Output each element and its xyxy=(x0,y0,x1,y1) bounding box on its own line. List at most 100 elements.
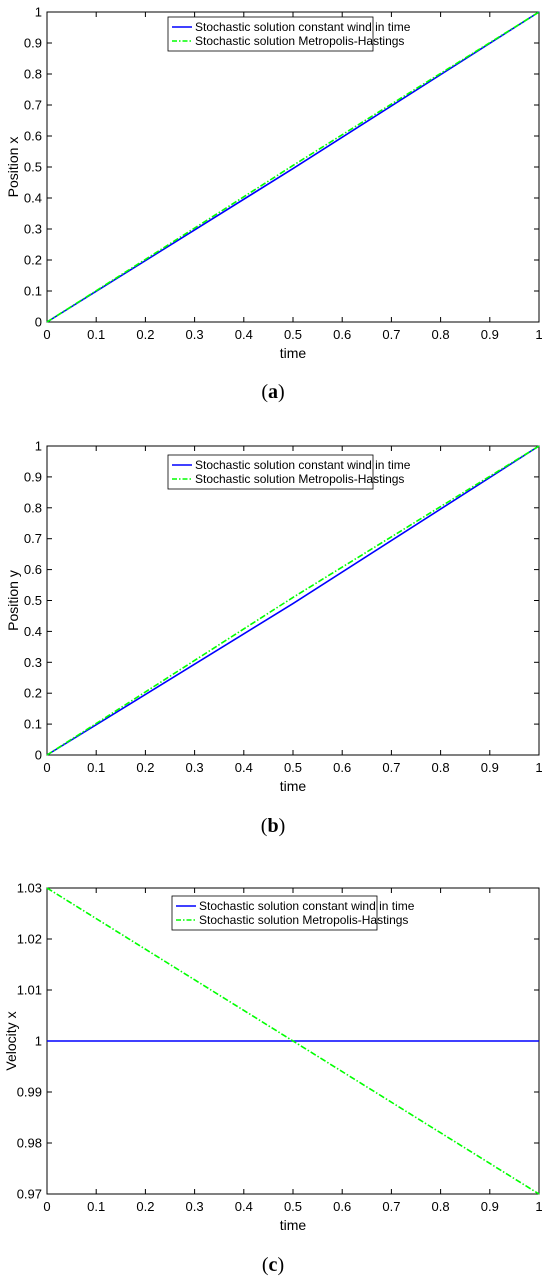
x-tick-label: 0.2 xyxy=(136,327,154,342)
x-tick-label: 0.7 xyxy=(382,760,400,775)
x-tick-label: 0 xyxy=(43,327,50,342)
x-tick-label: 0.6 xyxy=(333,1199,351,1214)
y-tick-label: 0.6 xyxy=(24,562,42,577)
x-tick-label: 0.5 xyxy=(284,760,302,775)
x-tick-label: 1 xyxy=(535,760,542,775)
y-tick-label: 1.01 xyxy=(17,983,42,998)
legend-box xyxy=(167,454,374,490)
y-tick-label: 1 xyxy=(35,5,42,20)
x-tick-label: 0.3 xyxy=(186,327,204,342)
x-tick-label: 0.7 xyxy=(382,1199,400,1214)
series-line-2 xyxy=(46,445,540,756)
x-tick-label: 0.8 xyxy=(432,327,450,342)
y-tick-label: 0.99 xyxy=(17,1085,42,1100)
x-tick-label: 0.7 xyxy=(382,327,400,342)
y-tick-label: 0.3 xyxy=(24,222,42,237)
legend-label-2: Stochastic solution Metropolis-Hastings xyxy=(199,913,408,927)
x-axis-label: time xyxy=(280,1217,307,1233)
x-axis-label: time xyxy=(280,778,307,794)
legend-box xyxy=(167,16,374,52)
y-tick-label: 0.5 xyxy=(24,593,42,608)
y-tick-label: 1.02 xyxy=(17,932,42,947)
legend-label-1: Stochastic solution constant wind in tim… xyxy=(195,458,411,472)
chart-panel-3: 0 0.1 0.2 0.3 0.4 0.5 0.6 0.7 0.8 0.9 1 0.97 0.98 0.9… xyxy=(3,881,543,1277)
x-tick-label: 1 xyxy=(535,1199,542,1214)
caption-open-paren: ( xyxy=(261,815,268,837)
x-tick-label: 0.5 xyxy=(284,327,302,342)
caption-close-paren: ) xyxy=(278,381,285,403)
y-tick-label: 0.4 xyxy=(24,624,42,639)
x-tick-label: 0.9 xyxy=(481,327,499,342)
x-tick-label: 0.3 xyxy=(186,760,204,775)
x-tick-label: 0.1 xyxy=(87,760,105,775)
y-tick-label: 0.4 xyxy=(24,191,42,206)
x-tick-label: 0.4 xyxy=(235,760,253,775)
y-tick-label: 0.3 xyxy=(24,655,42,670)
caption-open-paren: ( xyxy=(262,1254,269,1276)
series-line-1 xyxy=(46,445,540,756)
panel-caption: (b) xyxy=(261,815,285,837)
x-tick-label: 0.1 xyxy=(87,1199,105,1214)
legend-label-2: Stochastic solution Metropolis-Hastings xyxy=(195,472,404,486)
series-line-2 xyxy=(46,887,540,1195)
x-tick-label: 0.5 xyxy=(284,1199,302,1214)
caption-letter: b xyxy=(267,815,278,837)
y-tick-label: 0.9 xyxy=(24,36,42,51)
y-tick-label: 0 xyxy=(35,748,42,763)
panel-caption: (c) xyxy=(262,1254,284,1276)
legend: Stochastic solution constant wind in tim… xyxy=(167,16,411,52)
caption-close-paren: ) xyxy=(279,815,286,837)
x-tick-label: 0.6 xyxy=(333,760,351,775)
caption-letter: a xyxy=(268,381,278,403)
y-tick-label: 0.8 xyxy=(24,67,42,82)
y-tick-label: 1 xyxy=(35,439,42,454)
x-tick-label: 0.1 xyxy=(87,327,105,342)
y-tick-label: 0.6 xyxy=(24,129,42,144)
y-tick-label: 0.9 xyxy=(24,469,42,484)
y-axis-label: Position x xyxy=(5,137,21,198)
y-tick-label: 0.5 xyxy=(24,160,42,175)
y-tick-label: 0.2 xyxy=(24,253,42,268)
x-tick-label: 0.4 xyxy=(235,327,253,342)
chart-panel-1: 0 0.1 0.2 0.3 0.4 0.5 0.6 0.7 0.8 0.9 1 0 0.1 0.2 0.3 0… xyxy=(5,5,543,404)
y-tick-label: 0 xyxy=(35,315,42,330)
x-tick-label: 0.4 xyxy=(235,1199,253,1214)
x-tick-label: 0.6 xyxy=(333,327,351,342)
legend-label-1: Stochastic solution constant wind in tim… xyxy=(195,20,411,34)
x-tick-label: 0 xyxy=(43,760,50,775)
x-tick-label: 0.3 xyxy=(186,1199,204,1214)
legend-label-1: Stochastic solution constant wind in tim… xyxy=(199,899,415,913)
panel-caption: (a) xyxy=(261,381,284,403)
caption-close-paren: ) xyxy=(277,1254,284,1276)
x-tick-label: 1 xyxy=(535,327,542,342)
x-tick-label: 0 xyxy=(43,1199,50,1214)
y-tick-label: 0.97 xyxy=(17,1187,42,1202)
x-axis-label: time xyxy=(280,345,307,361)
y-tick-label: 0.7 xyxy=(24,531,42,546)
y-tick-label: 0.1 xyxy=(24,284,42,299)
legend-box xyxy=(171,895,378,931)
y-tick-label: 0.8 xyxy=(24,500,42,515)
x-tick-label: 0.9 xyxy=(481,760,499,775)
y-tick-label: 1 xyxy=(35,1034,42,1049)
series-line-1 xyxy=(46,11,540,323)
legend-label-2: Stochastic solution Metropolis-Hastings xyxy=(195,34,404,48)
x-tick-label: 0.2 xyxy=(136,760,154,775)
x-tick-label: 0.9 xyxy=(481,1199,499,1214)
y-tick-label: 0.7 xyxy=(24,98,42,113)
y-tick-label: 0.98 xyxy=(17,1136,42,1151)
caption-open-paren: ( xyxy=(261,381,268,403)
chart-panel-2: 0 0.1 0.2 0.3 0.4 0.5 0.6 0.7 0.8 0.9 1 0 0.1 0.2 0.3 0… xyxy=(5,439,543,838)
legend: Stochastic solution constant wind in tim… xyxy=(167,454,411,490)
x-tick-label: 0.8 xyxy=(432,760,450,775)
series-line-2 xyxy=(46,11,540,323)
x-tick-label: 0.2 xyxy=(136,1199,154,1214)
y-tick-label: 0.1 xyxy=(24,717,42,732)
x-tick-label: 0.8 xyxy=(432,1199,450,1214)
y-tick-label: 1.03 xyxy=(17,881,42,896)
y-tick-label: 0.2 xyxy=(24,686,42,701)
caption-letter: c xyxy=(269,1254,278,1276)
y-axis-label: Velocity x xyxy=(3,1011,19,1070)
legend: Stochastic solution constant wind in tim… xyxy=(171,895,415,931)
